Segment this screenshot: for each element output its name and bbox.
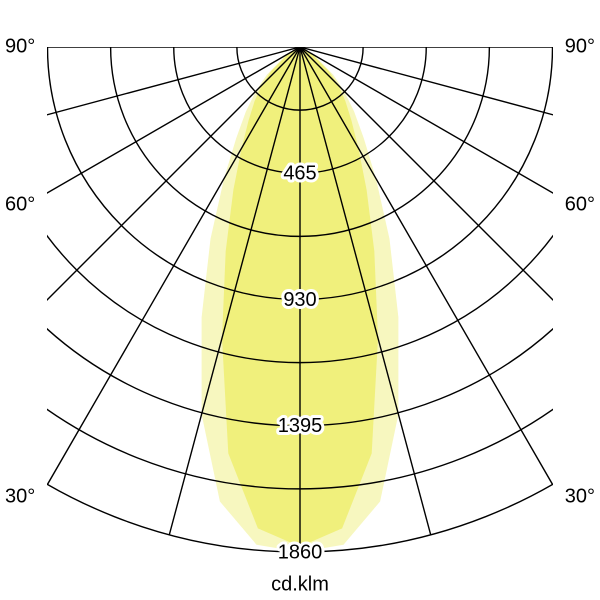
angle-tick-label: 60° xyxy=(5,193,35,215)
grid-spoke xyxy=(168,47,301,535)
grid-spoke xyxy=(47,47,301,485)
radial-tick-label: 465 xyxy=(283,163,316,185)
angle-tick-label: 90° xyxy=(5,35,35,57)
grid-spoke xyxy=(299,47,553,116)
grid-spoke xyxy=(47,47,301,301)
labels: 465 930 1395 1860 90° 60° 30° 90° 60° 30° xyxy=(5,35,595,566)
axis-label: cd.klm xyxy=(271,573,329,595)
angle-tick-label: 30° xyxy=(565,485,595,507)
grid-spoke xyxy=(47,47,301,194)
grid-spoke xyxy=(299,47,553,301)
radial-tick-label: 1860 xyxy=(278,541,323,563)
grid-spoke xyxy=(47,47,301,116)
plot-area xyxy=(47,47,553,553)
angle-tick-label: 60° xyxy=(565,193,595,215)
grid-spoke xyxy=(299,47,553,485)
grid-spoke xyxy=(299,47,553,194)
radial-tick-label: 930 xyxy=(283,289,316,311)
angle-tick-label: 90° xyxy=(565,35,595,57)
radial-tick-label: 1395 xyxy=(278,415,323,437)
angle-tick-label: 30° xyxy=(5,485,35,507)
grid-spoke xyxy=(299,47,432,535)
